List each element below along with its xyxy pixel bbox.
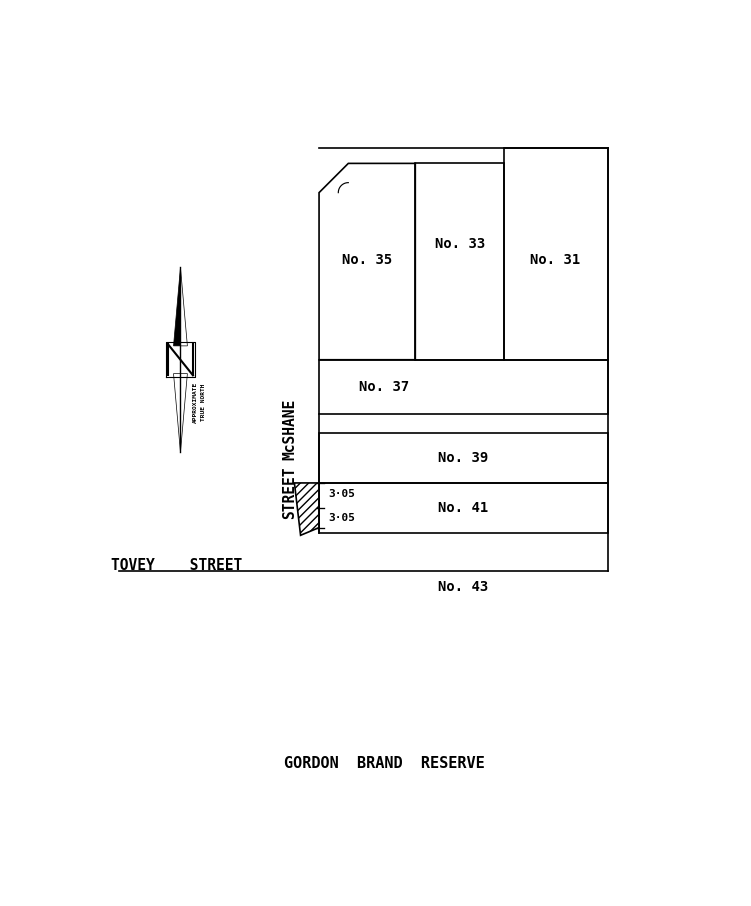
Text: 3·05: 3·05 — [328, 514, 355, 524]
Text: No. 43: No. 43 — [438, 580, 488, 594]
Text: APPROXIMATE: APPROXIMATE — [193, 381, 198, 423]
Text: No. 39: No. 39 — [438, 451, 488, 466]
Text: No. 41: No. 41 — [438, 501, 488, 516]
Text: No. 37: No. 37 — [360, 380, 409, 394]
Text: 3·05: 3·05 — [328, 488, 355, 498]
Polygon shape — [294, 483, 319, 535]
Text: No. 31: No. 31 — [530, 253, 581, 266]
Text: GORDON  BRAND  RESERVE: GORDON BRAND RESERVE — [284, 757, 485, 772]
Text: McSHANE: McSHANE — [282, 399, 297, 459]
Text: TRUE NORTH: TRUE NORTH — [201, 383, 207, 421]
Text: No. 35: No. 35 — [342, 253, 392, 266]
Polygon shape — [180, 267, 188, 346]
Polygon shape — [173, 267, 180, 346]
Text: No. 33: No. 33 — [435, 237, 485, 251]
Text: STREET: STREET — [282, 467, 297, 519]
Text: TOVEY    STREET: TOVEY STREET — [111, 558, 243, 573]
Polygon shape — [173, 373, 180, 452]
Polygon shape — [180, 373, 188, 452]
